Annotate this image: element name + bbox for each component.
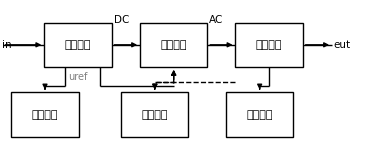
Text: 逆变电路: 逆变电路 [160,40,187,50]
FancyBboxPatch shape [11,92,79,137]
Text: 控制电路: 控制电路 [141,110,168,120]
Text: uref: uref [68,72,87,82]
FancyBboxPatch shape [140,22,207,67]
FancyBboxPatch shape [236,22,303,67]
Text: 辅助电路: 辅助电路 [32,110,58,120]
Text: AC: AC [209,15,224,25]
Text: 输入电路: 输入电路 [65,40,91,50]
FancyBboxPatch shape [121,92,188,137]
Text: in: in [2,40,12,50]
Text: eut: eut [333,40,350,50]
Text: 输出电路: 输出电路 [256,40,282,50]
FancyBboxPatch shape [44,22,112,67]
FancyBboxPatch shape [226,92,293,137]
Text: 保护电路: 保护电路 [246,110,273,120]
Text: DC: DC [114,15,129,25]
